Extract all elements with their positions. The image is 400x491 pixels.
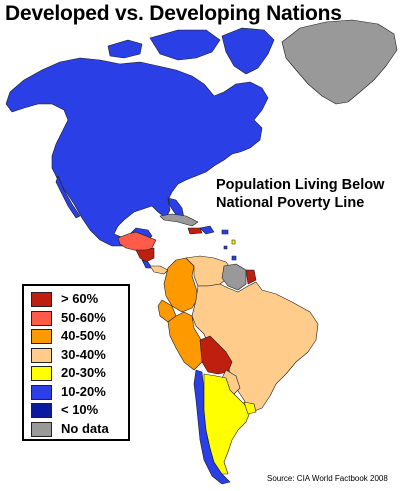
region-panama xyxy=(149,265,169,275)
region-uruguay xyxy=(243,401,257,415)
region-argentina xyxy=(203,373,251,475)
region-arctic-islands xyxy=(149,29,221,61)
legend-label: > 60% xyxy=(61,291,99,306)
legend-label: 10-20% xyxy=(61,383,106,399)
region-french-guiana xyxy=(245,269,257,285)
region-dominican-republic xyxy=(199,225,215,235)
region-colombia xyxy=(163,257,199,313)
legend-label: No data xyxy=(61,420,109,436)
legend-swatch xyxy=(31,403,52,418)
region-north-america xyxy=(5,57,269,247)
region-nicaragua xyxy=(135,247,155,263)
region-baja-california xyxy=(55,175,81,219)
region-guatemala-honduras xyxy=(117,231,157,253)
legend-label: 30-40% xyxy=(61,346,106,362)
region-arctic-islands-west xyxy=(107,39,143,59)
map-subtitle: Population Living Below National Poverty… xyxy=(216,177,385,211)
source-caption: Source: CIA World Factbook 2008 xyxy=(267,474,388,483)
legend-swatch xyxy=(31,384,52,400)
legend: > 60% 50-60% 40-50% 30-40% 20-30% 10-20%… xyxy=(22,284,130,441)
legend-swatch xyxy=(31,421,52,437)
legend-label: 50-60% xyxy=(61,309,106,325)
legend-swatch xyxy=(31,329,52,344)
region-haiti xyxy=(187,227,203,235)
region-greenland xyxy=(281,19,398,105)
legend-swatch xyxy=(31,310,52,326)
region-bolivia xyxy=(199,335,233,375)
legend-label: < 10% xyxy=(61,402,99,417)
region-trinidad xyxy=(231,255,237,261)
region-cuba xyxy=(159,213,199,227)
legend-swatch xyxy=(31,366,52,381)
legend-swatch xyxy=(31,292,52,307)
map-title: Developed vs. Developing Nations xyxy=(5,2,342,25)
legend-label: 20-30% xyxy=(61,365,106,380)
legend-swatch xyxy=(31,347,52,363)
region-puerto-rico xyxy=(221,229,229,235)
legend-label: 40-50% xyxy=(61,328,106,343)
region-arctic-islands-east xyxy=(221,27,275,75)
region-caribbean-islet xyxy=(223,245,228,250)
region-lesser-antilles xyxy=(231,239,236,245)
region-guyana-suriname xyxy=(221,263,247,291)
